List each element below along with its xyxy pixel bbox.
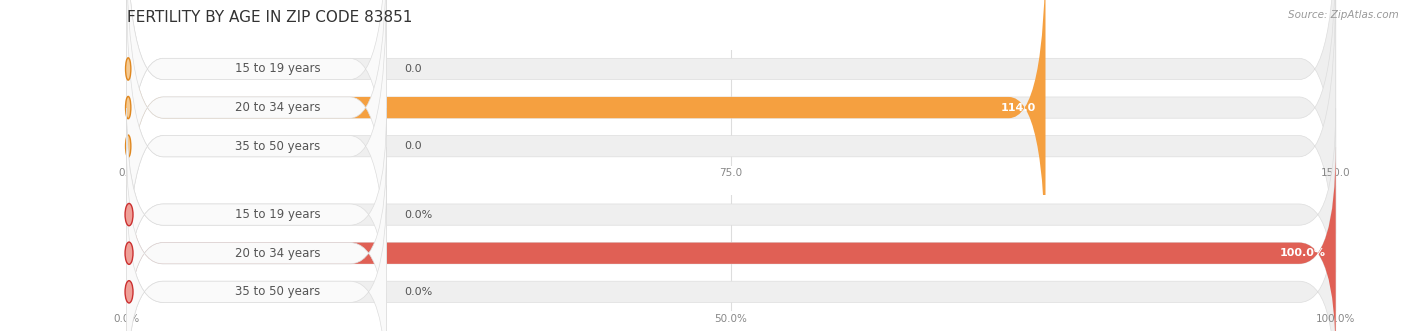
FancyBboxPatch shape: [127, 0, 387, 272]
Text: 0.0%: 0.0%: [405, 210, 433, 219]
FancyBboxPatch shape: [127, 147, 387, 331]
FancyBboxPatch shape: [127, 147, 1336, 331]
FancyBboxPatch shape: [127, 0, 1046, 272]
Ellipse shape: [125, 96, 131, 119]
FancyBboxPatch shape: [127, 0, 1336, 272]
Text: 0.0%: 0.0%: [405, 287, 433, 297]
Text: Source: ZipAtlas.com: Source: ZipAtlas.com: [1288, 10, 1399, 20]
Text: 35 to 50 years: 35 to 50 years: [235, 285, 321, 298]
FancyBboxPatch shape: [127, 186, 387, 331]
Text: 15 to 19 years: 15 to 19 years: [235, 63, 321, 75]
Ellipse shape: [125, 58, 131, 80]
FancyBboxPatch shape: [127, 109, 387, 321]
Text: 20 to 34 years: 20 to 34 years: [235, 247, 321, 260]
Ellipse shape: [125, 135, 131, 157]
Text: 20 to 34 years: 20 to 34 years: [235, 101, 321, 114]
FancyBboxPatch shape: [127, 109, 1336, 321]
FancyBboxPatch shape: [127, 147, 1336, 331]
Text: 35 to 50 years: 35 to 50 years: [235, 140, 321, 153]
Text: 100.0%: 100.0%: [1279, 248, 1326, 258]
Text: FERTILITY BY AGE IN ZIP CODE 83851: FERTILITY BY AGE IN ZIP CODE 83851: [127, 10, 412, 25]
Text: 0.0: 0.0: [405, 141, 422, 151]
Ellipse shape: [125, 242, 134, 264]
Ellipse shape: [125, 281, 134, 303]
Text: 0.0: 0.0: [405, 64, 422, 74]
Text: 15 to 19 years: 15 to 19 years: [235, 208, 321, 221]
FancyBboxPatch shape: [127, 0, 1336, 234]
FancyBboxPatch shape: [127, 0, 1336, 311]
FancyBboxPatch shape: [127, 0, 387, 311]
Ellipse shape: [125, 204, 134, 226]
FancyBboxPatch shape: [127, 186, 1336, 331]
FancyBboxPatch shape: [127, 0, 387, 234]
Text: 114.0: 114.0: [1001, 103, 1036, 113]
